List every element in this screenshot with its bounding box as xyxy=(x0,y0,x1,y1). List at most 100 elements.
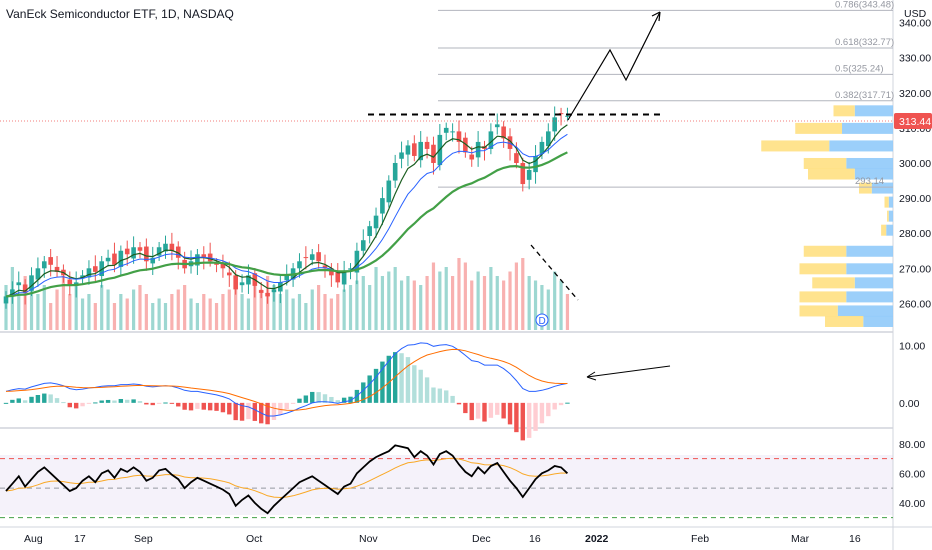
macd-histogram-bar xyxy=(252,402,258,421)
volume-bar xyxy=(246,298,251,330)
candle-body xyxy=(137,247,143,251)
macd-histogram-bar xyxy=(488,402,494,418)
macd-histogram-bar xyxy=(169,402,175,404)
macd-histogram-bar xyxy=(310,391,315,403)
macd-histogram-bar xyxy=(118,398,124,403)
macd-histogram-bar xyxy=(431,387,436,403)
volume-profile-up-bar xyxy=(842,122,893,134)
volume-bar xyxy=(419,285,423,330)
candle-body xyxy=(150,257,156,264)
ema-slow-line xyxy=(5,151,568,298)
volume-bar xyxy=(170,294,174,330)
volume-bar xyxy=(489,267,493,330)
macd-histogram-bar xyxy=(373,368,379,403)
volume-bar xyxy=(278,294,282,330)
volume-bar xyxy=(240,294,244,330)
macd-histogram-bar xyxy=(482,402,487,422)
macd-histogram-bar xyxy=(533,402,538,431)
volume-profile-up-bar xyxy=(846,245,893,257)
volume-bar xyxy=(221,294,225,330)
candle-body xyxy=(80,275,85,279)
candle-body xyxy=(341,271,347,285)
volume-profile-up-bar xyxy=(846,263,893,275)
candle-body xyxy=(258,290,264,293)
volume-bar xyxy=(100,285,104,330)
candle-body xyxy=(303,257,309,259)
candle-body xyxy=(322,265,328,269)
candle-body xyxy=(539,141,545,154)
volume-profile-up-bar xyxy=(829,140,893,152)
volume-bar xyxy=(80,298,85,330)
macd-histogram-bar xyxy=(48,394,53,403)
symbol-title: VanEck Semiconductor ETF, 1D, NASDAQ xyxy=(6,7,234,21)
macd-histogram-bar xyxy=(163,402,168,404)
volume-profile-up-bar xyxy=(846,157,893,169)
macd-histogram-bar xyxy=(329,396,334,403)
macd-histogram-bar xyxy=(227,402,232,415)
macd-histogram-bar xyxy=(469,402,474,421)
macd-pane xyxy=(3,342,570,441)
last-price-badge xyxy=(894,113,932,129)
candle-body xyxy=(392,162,398,181)
volume-bar xyxy=(463,262,467,330)
candle-body xyxy=(443,127,449,133)
volume-bar xyxy=(310,289,314,330)
volume-profile-down-bar xyxy=(799,263,847,275)
macd-histogram-bar xyxy=(207,402,213,411)
macd-histogram-bar xyxy=(67,402,72,408)
price-tick-label: 300.00 xyxy=(899,158,931,170)
volume-bar xyxy=(495,276,499,330)
macd-histogram-bar xyxy=(475,402,481,419)
candle-body xyxy=(93,266,98,272)
candle-body xyxy=(124,248,130,255)
macd-histogram-bar xyxy=(501,402,506,419)
volume-profile-down-bar xyxy=(825,315,864,327)
rsi-tick-label: 80.00 xyxy=(899,439,925,451)
volume-bar xyxy=(176,289,180,330)
candle-body xyxy=(297,261,302,269)
dividend-marker[interactable] xyxy=(535,313,549,327)
candle-body xyxy=(526,170,532,180)
volume-profile-up-bar xyxy=(863,315,893,327)
candle-body xyxy=(22,284,28,293)
macd-histogram-bar xyxy=(539,402,545,424)
candle-body xyxy=(405,145,411,155)
volume-bar xyxy=(482,276,487,330)
ema-mid-line xyxy=(5,133,568,297)
volume-bar xyxy=(55,289,59,330)
volume-bar xyxy=(361,276,365,330)
macd-histogram-bar xyxy=(246,402,251,420)
macd-histogram-bar xyxy=(265,402,270,425)
volume-bar xyxy=(336,294,340,330)
fibonacci-levels: 0.786(343.48) 0.618(332.77) 0.5(325.24) 0.3… xyxy=(438,0,894,188)
macd-histogram-bar xyxy=(80,402,85,407)
time-tick-label: 17 xyxy=(74,533,86,545)
volume-profile-down-bar xyxy=(808,168,855,180)
macd-histogram-bar xyxy=(424,377,430,403)
rsi-ma-line xyxy=(5,457,568,499)
currency-label: USD xyxy=(904,8,927,20)
candle-body xyxy=(469,154,475,160)
volume-bar xyxy=(406,276,410,330)
volume-bar xyxy=(438,271,442,330)
macd-histogram-bar xyxy=(214,402,219,411)
volume-profile-down-bar xyxy=(887,210,889,222)
volume-bar xyxy=(125,298,129,330)
candle-body xyxy=(399,152,404,159)
macd-histogram-bar xyxy=(380,361,385,403)
volume-bar xyxy=(144,294,148,330)
volume-bar xyxy=(132,289,136,330)
macd-histogram-bar xyxy=(335,400,340,403)
rsi-tick-label: 60.00 xyxy=(899,468,925,480)
volume-bar xyxy=(119,294,123,330)
candle-body xyxy=(16,282,22,286)
volume-bar xyxy=(202,294,206,330)
rsi-line xyxy=(5,444,569,515)
time-tick-label: 2022 xyxy=(585,533,609,545)
candle-body xyxy=(227,272,232,276)
macd-histogram-bar xyxy=(386,355,391,403)
trend-drawings xyxy=(368,11,671,381)
candle-body xyxy=(329,268,334,276)
volume-bar xyxy=(183,285,187,330)
